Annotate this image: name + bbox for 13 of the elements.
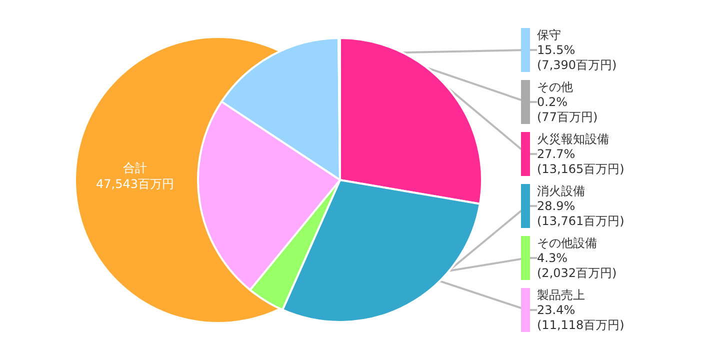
data-label: 28.9% (13,761百万円)	[537, 199, 624, 228]
data-label: 0.2% (77百万円)	[537, 95, 598, 124]
data-label: 15.5% (7,390百万円)	[537, 43, 617, 72]
slice-label: 製品売上	[537, 288, 585, 302]
slice-label: その他設備	[537, 236, 597, 250]
slice-label: 保守	[537, 28, 561, 42]
data-label: 27.7% (13,165百万円)	[537, 147, 624, 176]
text: 合計 47,543百万円	[95, 160, 175, 192]
slice-label: 消火設備	[537, 184, 585, 198]
slice-label: 火災報知設備	[537, 132, 609, 146]
slice-label: その他	[537, 80, 573, 94]
data-label: 4.3% (2,032百万円)	[537, 251, 617, 280]
data-label: 23.4% (11,118百万円)	[537, 303, 624, 332]
